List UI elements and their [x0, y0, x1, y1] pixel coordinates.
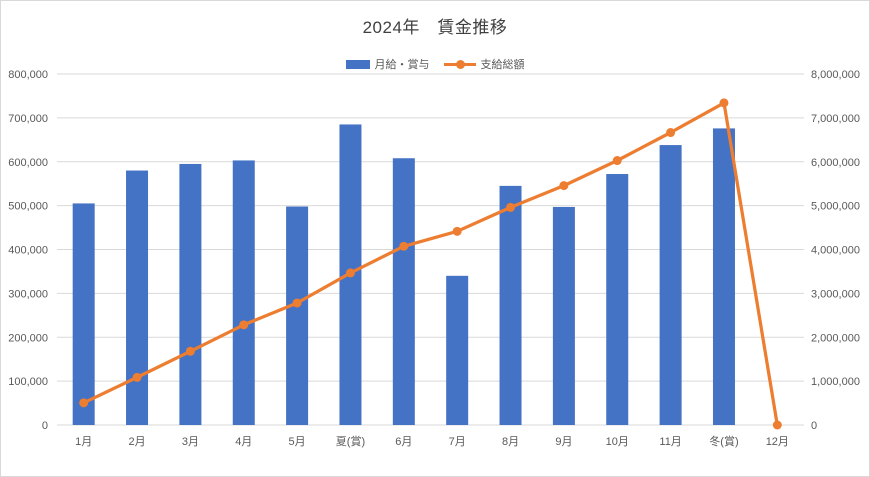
bar	[179, 163, 202, 425]
bar	[392, 158, 415, 426]
x-axis-label: 4月	[235, 436, 252, 448]
y-axis-left-label: 200,000	[8, 332, 48, 344]
line-series-swatch-icon	[443, 59, 476, 69]
total-line	[82, 101, 779, 427]
line-marker	[292, 298, 302, 308]
y-axis-right-label: 6,000,000	[811, 157, 860, 169]
bar	[659, 145, 682, 425]
y-axis-left-label: 0	[42, 420, 48, 432]
bar	[499, 185, 522, 425]
line-marker	[719, 98, 729, 108]
y-axis-right-label: 3,000,000	[811, 288, 860, 300]
line-marker	[79, 398, 89, 408]
legend-item-monthly-pay: 月給・賞与	[345, 56, 430, 72]
bar	[446, 275, 469, 425]
x-axis-label: 3月	[182, 436, 199, 448]
line-marker	[399, 241, 409, 251]
y-axis-right-label: 5,000,000	[811, 201, 860, 213]
x-axis-label: 冬(賞)	[709, 434, 738, 448]
y-axis-left-label: 600,000	[8, 157, 48, 169]
line-marker	[452, 226, 462, 236]
y-axis-left-label: 500,000	[8, 201, 48, 213]
y-axis-left-label: 300,000	[8, 288, 48, 300]
line-marker	[345, 268, 355, 278]
x-axis-label: 11月	[659, 436, 681, 448]
y-axis-right-label: 7,000,000	[811, 113, 860, 125]
x-axis-label: 1月	[75, 436, 92, 448]
y-axis-right-label: 8,000,000	[811, 69, 860, 81]
x-axis-label: 9月	[555, 436, 572, 448]
x-axis-label: 6月	[395, 436, 412, 448]
line-marker	[772, 420, 782, 430]
line-marker	[185, 346, 195, 356]
legend-label-monthly-pay: 月給・賞与	[374, 59, 430, 71]
legend: 月給・賞与 支給総額	[1, 56, 869, 72]
bar	[232, 160, 255, 425]
x-axis-label: 8月	[502, 436, 519, 448]
bar	[606, 174, 629, 425]
x-axis-label: 5月	[289, 436, 306, 448]
legend-label-total-paid: 支給総額	[480, 59, 525, 71]
bar-series-swatch-icon	[345, 59, 370, 69]
bar	[72, 203, 95, 425]
x-axis-label: 7月	[449, 436, 466, 448]
x-axis-label: 2月	[128, 436, 145, 448]
x-axis-label: 夏(賞)	[336, 435, 365, 448]
x-axis-label: 12月	[766, 436, 789, 448]
line-marker	[239, 320, 249, 330]
y-axis-left-label: 400,000	[8, 245, 48, 257]
bar	[552, 206, 575, 425]
y-axis-left-label: 700,000	[8, 113, 48, 125]
bar	[286, 206, 309, 425]
line-marker	[559, 181, 569, 191]
line-marker	[506, 202, 516, 212]
bar	[126, 170, 149, 425]
y-axis-right-label: 0	[811, 420, 817, 432]
y-axis-left-label: 800,000	[8, 69, 48, 81]
line-marker	[666, 128, 676, 138]
chart-title: 2024年 賃金推移	[362, 18, 508, 37]
y-axis-right-label: 1,000,000	[811, 376, 860, 388]
legend-item-total-paid: 支給総額	[443, 56, 525, 72]
x-axis-label: 10月	[606, 436, 629, 448]
line-marker	[132, 372, 142, 382]
bar	[712, 128, 735, 425]
y-axis-left-label: 100,000	[8, 376, 48, 388]
y-axis-right-label: 2,000,000	[811, 332, 860, 344]
line-marker	[612, 156, 622, 166]
y-axis-right-label: 4,000,000	[811, 245, 860, 257]
